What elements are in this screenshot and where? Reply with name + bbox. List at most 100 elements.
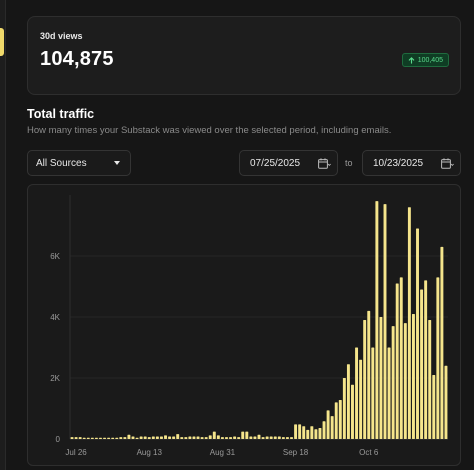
- chart-bar[interactable]: [82, 437, 86, 439]
- chart-bar[interactable]: [204, 437, 208, 439]
- chart-bar[interactable]: [107, 437, 111, 439]
- chart-bar[interactable]: [322, 421, 326, 439]
- chart-bar[interactable]: [351, 384, 354, 439]
- chart-bar[interactable]: [338, 399, 342, 439]
- chart-bar[interactable]: [298, 424, 302, 439]
- chart-bar[interactable]: [403, 323, 407, 439]
- chart-bar[interactable]: [269, 436, 273, 439]
- chart-bar[interactable]: [395, 283, 399, 439]
- chart-bar[interactable]: [119, 437, 123, 439]
- chart-bar[interactable]: [416, 228, 419, 439]
- chart-bar[interactable]: [168, 436, 172, 439]
- chart-bar[interactable]: [172, 436, 176, 439]
- chart-bar[interactable]: [306, 429, 310, 439]
- chart-bar[interactable]: [99, 437, 102, 439]
- chart-bar[interactable]: [428, 320, 432, 439]
- chart-bar[interactable]: [220, 437, 224, 439]
- chart-bar[interactable]: [342, 378, 346, 439]
- chart-bar[interactable]: [143, 436, 147, 439]
- chart-bar[interactable]: [212, 431, 216, 439]
- chart-bar[interactable]: [74, 437, 78, 439]
- chart-bar[interactable]: [249, 436, 253, 439]
- chart-bar[interactable]: [302, 426, 306, 439]
- chart-bar[interactable]: [411, 313, 415, 439]
- chart-bar[interactable]: [379, 317, 383, 439]
- chart-bar[interactable]: [346, 364, 350, 439]
- chart-bar[interactable]: [363, 320, 367, 439]
- chart-bar[interactable]: [367, 310, 371, 439]
- chart-bar[interactable]: [399, 277, 403, 439]
- chart-bar[interactable]: [359, 359, 363, 439]
- chart-bar[interactable]: [444, 365, 448, 439]
- chart-bar[interactable]: [420, 289, 424, 439]
- chart-bar[interactable]: [391, 326, 395, 439]
- chart-bar[interactable]: [285, 437, 289, 439]
- chart-bar[interactable]: [188, 436, 192, 439]
- chart-bar[interactable]: [387, 347, 391, 440]
- chart-bar[interactable]: [135, 437, 139, 439]
- chart-bar[interactable]: [436, 277, 440, 439]
- chart-bar[interactable]: [294, 424, 298, 439]
- chart-bar[interactable]: [424, 280, 428, 439]
- chart-bar[interactable]: [241, 431, 245, 439]
- chart-bar[interactable]: [277, 436, 281, 439]
- chart-bar[interactable]: [233, 436, 237, 439]
- chart-bar[interactable]: [115, 437, 119, 439]
- chart-bar[interactable]: [257, 434, 261, 439]
- chart-bar[interactable]: [94, 437, 98, 439]
- chart-bar[interactable]: [111, 437, 115, 439]
- chart-bar[interactable]: [245, 431, 249, 439]
- chart-bar[interactable]: [123, 437, 127, 439]
- chart-bar[interactable]: [78, 437, 82, 439]
- chart-bar[interactable]: [330, 416, 334, 440]
- chart-bar[interactable]: [314, 429, 318, 439]
- chart-bar[interactable]: [432, 374, 436, 439]
- chart-bar[interactable]: [371, 347, 375, 440]
- chart-bar[interactable]: [261, 437, 265, 439]
- chart-bar[interactable]: [103, 437, 107, 439]
- chart-bar[interactable]: [225, 437, 228, 439]
- chart-bar[interactable]: [208, 435, 212, 439]
- chart-bar[interactable]: [229, 437, 233, 439]
- chart-bar[interactable]: [176, 434, 180, 439]
- date-from-input[interactable]: 07/25/2025: [239, 150, 338, 176]
- chart-bar[interactable]: [180, 437, 184, 439]
- chart-bar[interactable]: [326, 410, 330, 439]
- chart-bar[interactable]: [86, 437, 90, 439]
- calendar-icon[interactable]: [439, 158, 454, 169]
- chart-bar[interactable]: [253, 436, 257, 439]
- chart-bar[interactable]: [407, 207, 411, 439]
- chart-bar[interactable]: [383, 204, 387, 439]
- chart-bar[interactable]: [131, 436, 135, 439]
- chart-bar[interactable]: [237, 437, 241, 439]
- chart-bar[interactable]: [155, 436, 159, 439]
- chart-bar[interactable]: [290, 437, 293, 439]
- chart-bar[interactable]: [440, 246, 444, 439]
- chart-bar[interactable]: [127, 434, 131, 439]
- chart-bar[interactable]: [151, 436, 155, 439]
- chart-bar[interactable]: [184, 437, 188, 439]
- chart-bar[interactable]: [355, 347, 359, 440]
- chart-bar[interactable]: [164, 435, 167, 439]
- chart-bar[interactable]: [273, 436, 277, 439]
- chart-bar[interactable]: [139, 436, 143, 439]
- calendar-icon[interactable]: [316, 158, 331, 169]
- chart-bar[interactable]: [310, 426, 314, 439]
- chart-bar[interactable]: [334, 402, 338, 439]
- chart-bar[interactable]: [192, 436, 196, 439]
- chart-bar[interactable]: [318, 428, 322, 439]
- date-to-input[interactable]: 10/23/2025: [362, 150, 461, 176]
- sources-select[interactable]: All Sources: [27, 150, 131, 176]
- chart-bar[interactable]: [90, 437, 94, 439]
- chart-bar[interactable]: [265, 436, 269, 439]
- section-subtitle: How many times your Substack was viewed …: [27, 125, 392, 136]
- chart-bar[interactable]: [70, 437, 74, 439]
- chart-bar[interactable]: [200, 437, 204, 439]
- stat-label: 30d views: [40, 31, 83, 41]
- chart-bar[interactable]: [216, 435, 220, 439]
- chart-bar[interactable]: [147, 437, 151, 439]
- chart-bar[interactable]: [375, 201, 379, 439]
- chart-bar[interactable]: [281, 437, 285, 439]
- chart-bar[interactable]: [196, 436, 200, 439]
- chart-bar[interactable]: [159, 436, 163, 439]
